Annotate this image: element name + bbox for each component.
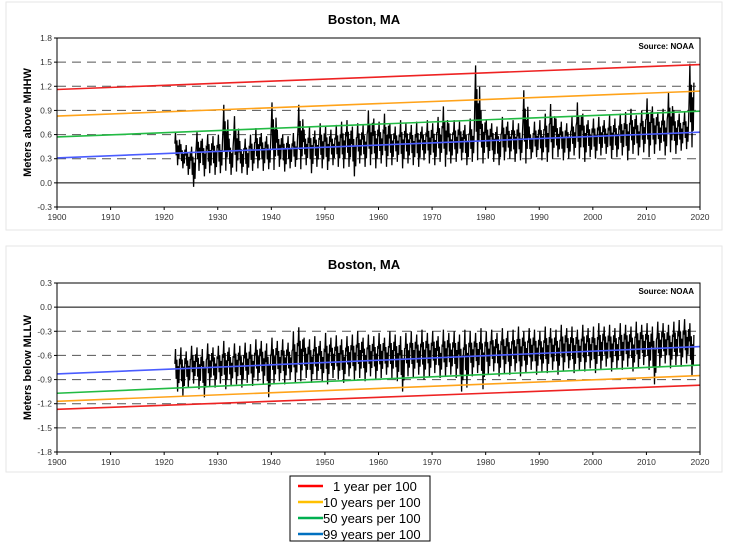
x-tick-label: 1920 — [155, 457, 174, 467]
x-tick-label: 1960 — [369, 212, 388, 222]
y-tick-label: -0.6 — [37, 350, 52, 360]
legend-label: 1 year per 100 — [333, 479, 417, 494]
x-tick-label: 2000 — [583, 212, 602, 222]
x-tick-label: 1930 — [208, 457, 227, 467]
top-panel: Boston, MA Source: NOAA Meters above MHHW 1… — [22, 12, 710, 222]
x-tick-label: 1950 — [315, 212, 334, 222]
trend-line-10-per-100 — [56, 90, 701, 117]
y-axis-label: Meters above MHHW — [22, 67, 34, 176]
y-tick-label: 0.0 — [40, 302, 52, 312]
y-tick-label: 1.5 — [40, 57, 52, 67]
chart-title: Boston, MA — [328, 12, 401, 27]
y-tick-label: 0.3 — [40, 154, 52, 164]
x-tick-label: 1930 — [208, 212, 227, 222]
source-label: Source: NOAA — [638, 287, 694, 296]
y-tick-label: 0.6 — [40, 130, 52, 140]
trend-line-99-per-100 — [56, 345, 701, 375]
chart-title: Boston, MA — [328, 257, 401, 272]
trend-line-1-per-100 — [56, 63, 701, 91]
y-tick-label: 0.9 — [40, 105, 52, 115]
x-tick-label: 1960 — [369, 457, 388, 467]
y-tick-label: -1.5 — [37, 423, 52, 433]
x-tick-label: 1940 — [262, 212, 281, 222]
x-tick-label: 1910 — [101, 212, 120, 222]
x-tick-label: 1970 — [423, 457, 442, 467]
y-tick-label: -0.9 — [37, 375, 52, 385]
y-tick-label: 0.0 — [40, 178, 52, 188]
y-tick-label: -1.2 — [37, 399, 52, 409]
trend-line-50-per-100 — [56, 364, 701, 395]
trend-line-10-per-100 — [56, 374, 701, 403]
y-tick-label: 1.2 — [40, 81, 52, 91]
x-tick-label: 1900 — [48, 212, 67, 222]
y-tick-label: -0.3 — [37, 326, 52, 336]
trend-line-1-per-100 — [56, 384, 701, 411]
y-axis-label: Meters below MLLW — [22, 314, 34, 420]
x-tick-label: 1940 — [262, 457, 281, 467]
x-tick-label: 1910 — [101, 457, 120, 467]
x-tick-label: 2000 — [583, 457, 602, 467]
x-tick-label: 1990 — [530, 457, 549, 467]
x-tick-label: 1950 — [315, 457, 334, 467]
x-tick-label: 1990 — [530, 212, 549, 222]
x-tick-label: 2010 — [637, 212, 656, 222]
x-tick-label: 1900 — [48, 457, 67, 467]
trend-line-50-per-100 — [56, 110, 701, 138]
water-level-series — [174, 63, 695, 187]
source-label: Source: NOAA — [638, 42, 694, 51]
x-tick-label: 2020 — [691, 212, 710, 222]
x-tick-label: 1970 — [423, 212, 442, 222]
y-tick-label: -1.8 — [37, 447, 52, 457]
x-tick-label: 2020 — [691, 457, 710, 467]
x-tick-label: 1980 — [476, 457, 495, 467]
y-tick-label: 0.3 — [40, 278, 52, 288]
y-tick-label: 1.8 — [40, 33, 52, 43]
x-tick-label: 1980 — [476, 212, 495, 222]
legend-label: 50 years per 100 — [323, 511, 421, 526]
trend-line-99-per-100 — [56, 131, 701, 159]
bottom-panel: Boston, MA Source: NOAA Meters below MLLW 0… — [22, 257, 710, 467]
y-tick-label: -0.3 — [37, 202, 52, 212]
x-tick-label: 1920 — [155, 212, 174, 222]
x-tick-label: 2010 — [637, 457, 656, 467]
legend-label: 99 years per 100 — [323, 527, 421, 542]
legend-label: 10 years per 100 — [323, 495, 421, 510]
top-panel-frame — [5, 1, 723, 231]
